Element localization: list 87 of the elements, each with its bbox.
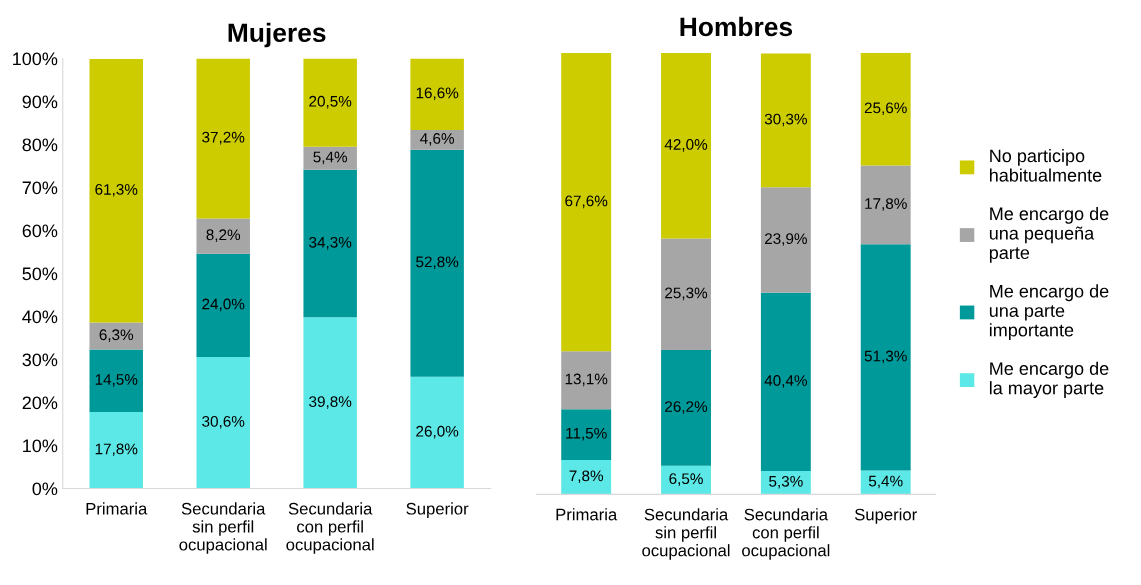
legend-label: Me encargo de la mayor parte xyxy=(989,361,1109,398)
data-label: 61,3% xyxy=(95,184,138,197)
x-tick-label: Superior xyxy=(854,508,917,524)
bar xyxy=(760,53,811,188)
bar xyxy=(196,356,250,489)
y-tick-label: 50% xyxy=(22,267,58,281)
x-tick-label: Secundaria sin perfil ocupacional xyxy=(179,502,267,554)
data-label: 52,8% xyxy=(416,256,459,270)
data-label: 8,2% xyxy=(206,229,241,242)
legend-label: Me encargo de una pequeña parte xyxy=(989,206,1109,263)
bar xyxy=(661,238,711,351)
bar xyxy=(303,317,357,489)
data-label: 67,6% xyxy=(565,195,608,209)
data-label: 17,8% xyxy=(865,198,907,211)
bar xyxy=(760,292,811,471)
bar xyxy=(410,149,464,377)
data-label: 34,3% xyxy=(309,236,352,250)
data-label: 7,8% xyxy=(569,470,604,484)
bar xyxy=(860,244,911,471)
data-label: 5,4% xyxy=(868,475,903,489)
bar xyxy=(661,350,711,466)
bar xyxy=(196,253,250,357)
x-tick-label: Primaria xyxy=(86,502,148,515)
bar xyxy=(196,218,250,254)
data-label: 20,5% xyxy=(309,95,352,109)
data-label: 5,4% xyxy=(313,151,348,165)
data-label: 4,6% xyxy=(420,133,455,146)
bar xyxy=(661,53,711,239)
data-label: 11,5% xyxy=(566,427,607,441)
bar xyxy=(561,53,612,352)
y-tick-label: 20% xyxy=(22,396,58,410)
data-label: 30,3% xyxy=(764,113,807,127)
y-tick-label: 40% xyxy=(22,310,58,324)
y-tick-label: 80% xyxy=(22,138,58,152)
data-label: 24,0% xyxy=(202,298,245,312)
data-label: 30,6% xyxy=(202,415,245,429)
bar xyxy=(303,169,357,318)
bar xyxy=(410,129,464,150)
y-tick-label: 30% xyxy=(22,353,58,367)
bar xyxy=(561,409,612,460)
x-tick-label: Primaria xyxy=(556,508,618,521)
data-label: 26,2% xyxy=(665,401,708,414)
data-label: 16,6% xyxy=(416,87,459,101)
x-tick-label: Secundaria con perfil ocupacional xyxy=(286,502,374,554)
data-label: 37,2% xyxy=(202,131,245,145)
bar xyxy=(89,411,143,489)
data-label: 40,4% xyxy=(764,375,807,388)
data-label: 6,5% xyxy=(669,473,703,486)
bar xyxy=(561,459,612,495)
bar xyxy=(860,52,911,166)
bar xyxy=(196,58,250,219)
bar xyxy=(860,165,911,245)
chart-title: Mujeres xyxy=(228,22,326,48)
legend-label: Me encargo de una parte importante xyxy=(989,284,1109,341)
data-label: 51,3% xyxy=(864,350,907,364)
data-label: 39,8% xyxy=(309,396,352,409)
y-tick-label: 70% xyxy=(22,181,58,195)
x-tick-label: Secundaria sin perfil ocupacional xyxy=(642,508,730,560)
y-tick-label: 60% xyxy=(22,224,58,238)
bar xyxy=(89,349,143,412)
chart-title: Hombres xyxy=(680,16,793,37)
y-tick-label: 0% xyxy=(32,482,58,496)
x-tick-label: Secundaria con perfil ocupacional xyxy=(742,508,830,560)
data-label: 26,0% xyxy=(416,425,459,439)
bar xyxy=(860,470,911,495)
data-label: 42,0% xyxy=(664,139,708,152)
bar xyxy=(410,58,464,130)
bar xyxy=(410,376,464,489)
data-label: 6,3% xyxy=(99,329,134,342)
data-label: 13,1% xyxy=(565,373,608,387)
y-tick-label: 100% xyxy=(13,52,58,66)
data-label: 25,6% xyxy=(864,102,907,116)
y-tick-label: 90% xyxy=(22,95,58,109)
bar xyxy=(561,351,612,410)
bar xyxy=(89,58,143,323)
bar xyxy=(760,187,811,293)
data-label: 23,9% xyxy=(764,233,807,246)
data-label: 17,8% xyxy=(95,443,138,457)
data-label: 14,5% xyxy=(95,374,138,387)
y-tick-label: 10% xyxy=(23,439,58,453)
x-tick-label: Superior xyxy=(406,502,469,518)
data-label: 5,3% xyxy=(769,475,803,489)
bar xyxy=(303,58,357,147)
bar xyxy=(303,146,357,170)
data-label: 25,3% xyxy=(665,287,708,301)
legend-label: No participo habitualmente xyxy=(990,148,1102,182)
bar xyxy=(89,322,143,350)
